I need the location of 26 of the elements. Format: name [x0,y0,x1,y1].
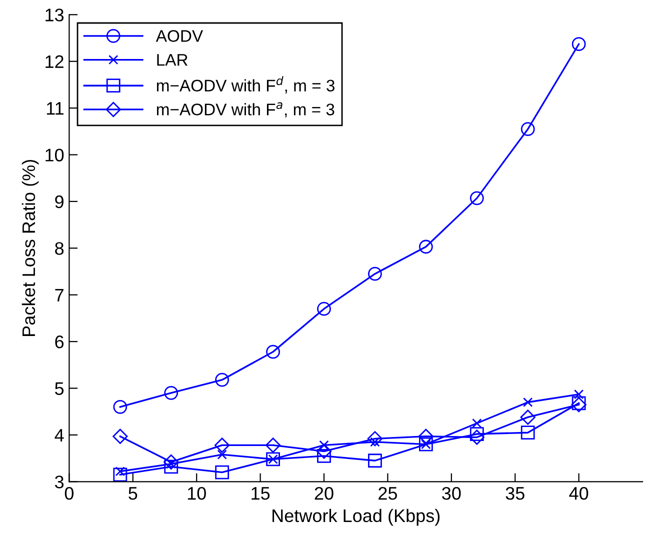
y-tick-label: 10 [46,148,64,162]
y-tick-label: 11 [46,102,64,115]
y-axis-title: Packet Loss Ratio (%) [22,160,39,336]
legend-label: m−AODV with F$^{a}$, m = 3 [156,102,334,118]
y-tick-label: 3 [54,476,64,488]
y-tick-label: 5 [55,382,64,395]
legend-label: AODV [156,30,204,42]
x-tick-label: 5 [128,487,138,500]
y-tick-label: 9 [55,195,64,208]
y-tick-label: 13 [46,8,64,22]
x-tick-label: 30 [442,486,461,500]
legend-label: m−AODV with F$^{d}$, m = 3 [156,76,334,94]
x-tick-label: 40 [569,486,588,500]
y-tick-label: 8 [55,242,64,255]
x-tick-label: 0 [64,486,74,500]
y-tick-label: 4 [54,429,64,442]
x-tick-label: 10 [188,486,206,500]
x-tick-label: 15 [252,487,270,500]
x-tick-label: 35 [506,486,524,500]
x-axis-title: Network Load (Kbps) [272,508,440,526]
y-tick-label: 6 [55,335,64,348]
y-tick-label: 7 [55,288,64,302]
legend-label: LAR [157,54,188,66]
y-tick-label: 12 [46,55,64,68]
x-tick-label: 20 [314,486,334,500]
x-tick-label: 25 [378,486,397,500]
